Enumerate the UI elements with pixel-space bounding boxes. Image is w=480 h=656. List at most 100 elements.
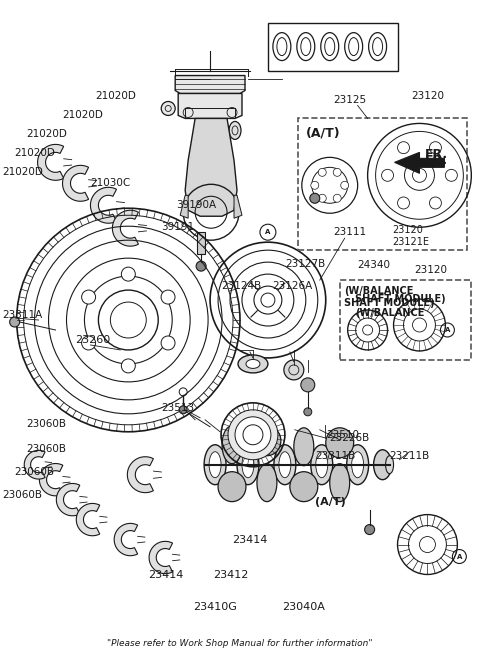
Text: A: A: [456, 554, 462, 560]
Circle shape: [235, 417, 271, 453]
Text: 23120: 23120: [415, 265, 447, 275]
Polygon shape: [234, 195, 242, 218]
Ellipse shape: [290, 472, 318, 502]
Polygon shape: [62, 165, 89, 201]
Ellipse shape: [347, 445, 369, 485]
Ellipse shape: [274, 445, 296, 485]
Text: 23513: 23513: [161, 403, 194, 413]
Circle shape: [310, 194, 320, 203]
Circle shape: [445, 169, 457, 181]
Circle shape: [430, 142, 442, 154]
Circle shape: [196, 261, 206, 271]
Text: (A/T): (A/T): [315, 497, 346, 506]
Ellipse shape: [229, 121, 241, 140]
Circle shape: [430, 197, 442, 209]
Circle shape: [301, 378, 315, 392]
Text: 24340: 24340: [358, 260, 391, 270]
Text: 23060B: 23060B: [26, 419, 67, 429]
Text: 23414: 23414: [232, 535, 267, 544]
Text: 23311B: 23311B: [315, 451, 355, 461]
Circle shape: [397, 197, 409, 209]
Circle shape: [341, 181, 348, 190]
Text: 23412: 23412: [213, 571, 249, 581]
Circle shape: [318, 169, 326, 176]
FancyBboxPatch shape: [298, 119, 468, 250]
Text: 23260: 23260: [75, 335, 111, 345]
Ellipse shape: [279, 452, 291, 478]
Circle shape: [161, 290, 175, 304]
Polygon shape: [175, 75, 245, 94]
Ellipse shape: [253, 426, 281, 456]
Text: 39191: 39191: [161, 222, 194, 232]
Ellipse shape: [311, 445, 333, 485]
Circle shape: [397, 142, 409, 154]
Ellipse shape: [222, 426, 242, 464]
Ellipse shape: [246, 359, 260, 369]
Text: 23111: 23111: [334, 227, 367, 237]
Text: 23060B: 23060B: [3, 489, 43, 500]
Text: 23124B: 23124B: [221, 281, 261, 291]
Polygon shape: [37, 144, 64, 180]
Circle shape: [382, 169, 394, 181]
Polygon shape: [180, 195, 188, 218]
Circle shape: [82, 336, 96, 350]
Text: 23410G: 23410G: [193, 602, 237, 613]
Polygon shape: [185, 119, 237, 216]
Text: 23040A: 23040A: [282, 602, 325, 613]
Polygon shape: [90, 188, 117, 223]
Ellipse shape: [385, 456, 394, 474]
Bar: [197, 232, 205, 254]
Text: 23125: 23125: [334, 96, 367, 106]
Text: 23226B: 23226B: [330, 433, 370, 443]
Circle shape: [161, 102, 175, 115]
Ellipse shape: [209, 452, 221, 478]
Text: A: A: [265, 229, 271, 236]
Polygon shape: [56, 483, 80, 516]
Circle shape: [121, 359, 135, 373]
Text: (W/BALANCE: (W/BALANCE: [355, 308, 424, 318]
Text: 23311A: 23311A: [3, 310, 43, 320]
Ellipse shape: [237, 445, 259, 485]
Ellipse shape: [257, 464, 277, 502]
Circle shape: [179, 406, 187, 414]
Polygon shape: [39, 464, 63, 496]
Text: SHAFT MODULE): SHAFT MODULE): [344, 298, 434, 308]
Polygon shape: [149, 541, 172, 573]
Ellipse shape: [242, 452, 254, 478]
Text: 21020D: 21020D: [96, 91, 136, 102]
FancyBboxPatch shape: [340, 280, 471, 360]
Ellipse shape: [330, 464, 350, 502]
Circle shape: [318, 194, 326, 202]
Circle shape: [284, 360, 304, 380]
Polygon shape: [114, 523, 138, 556]
Circle shape: [228, 410, 278, 460]
Polygon shape: [127, 457, 154, 493]
Circle shape: [333, 169, 341, 176]
Text: 21030C: 21030C: [90, 178, 131, 188]
Text: 23127B: 23127B: [285, 259, 325, 269]
Text: A: A: [444, 327, 450, 333]
Circle shape: [311, 181, 319, 190]
Text: FR.: FR.: [424, 154, 447, 167]
Text: 21020D: 21020D: [26, 129, 68, 140]
Text: 21020D: 21020D: [15, 148, 56, 158]
Text: 23121E: 23121E: [393, 237, 430, 247]
Ellipse shape: [218, 472, 246, 502]
Text: 23060B: 23060B: [15, 466, 55, 477]
Polygon shape: [24, 451, 45, 479]
Ellipse shape: [326, 428, 354, 458]
Polygon shape: [178, 94, 242, 119]
Text: 21020D: 21020D: [62, 110, 103, 121]
Circle shape: [82, 290, 96, 304]
Ellipse shape: [294, 428, 314, 466]
Circle shape: [121, 267, 135, 281]
Bar: [268, 23, 397, 71]
Text: 21020D: 21020D: [3, 167, 44, 177]
Circle shape: [243, 425, 263, 445]
Text: (A/T): (A/T): [306, 127, 340, 140]
Circle shape: [365, 525, 374, 535]
Circle shape: [333, 194, 341, 202]
Ellipse shape: [238, 355, 268, 373]
Circle shape: [304, 408, 312, 416]
Ellipse shape: [316, 452, 328, 478]
